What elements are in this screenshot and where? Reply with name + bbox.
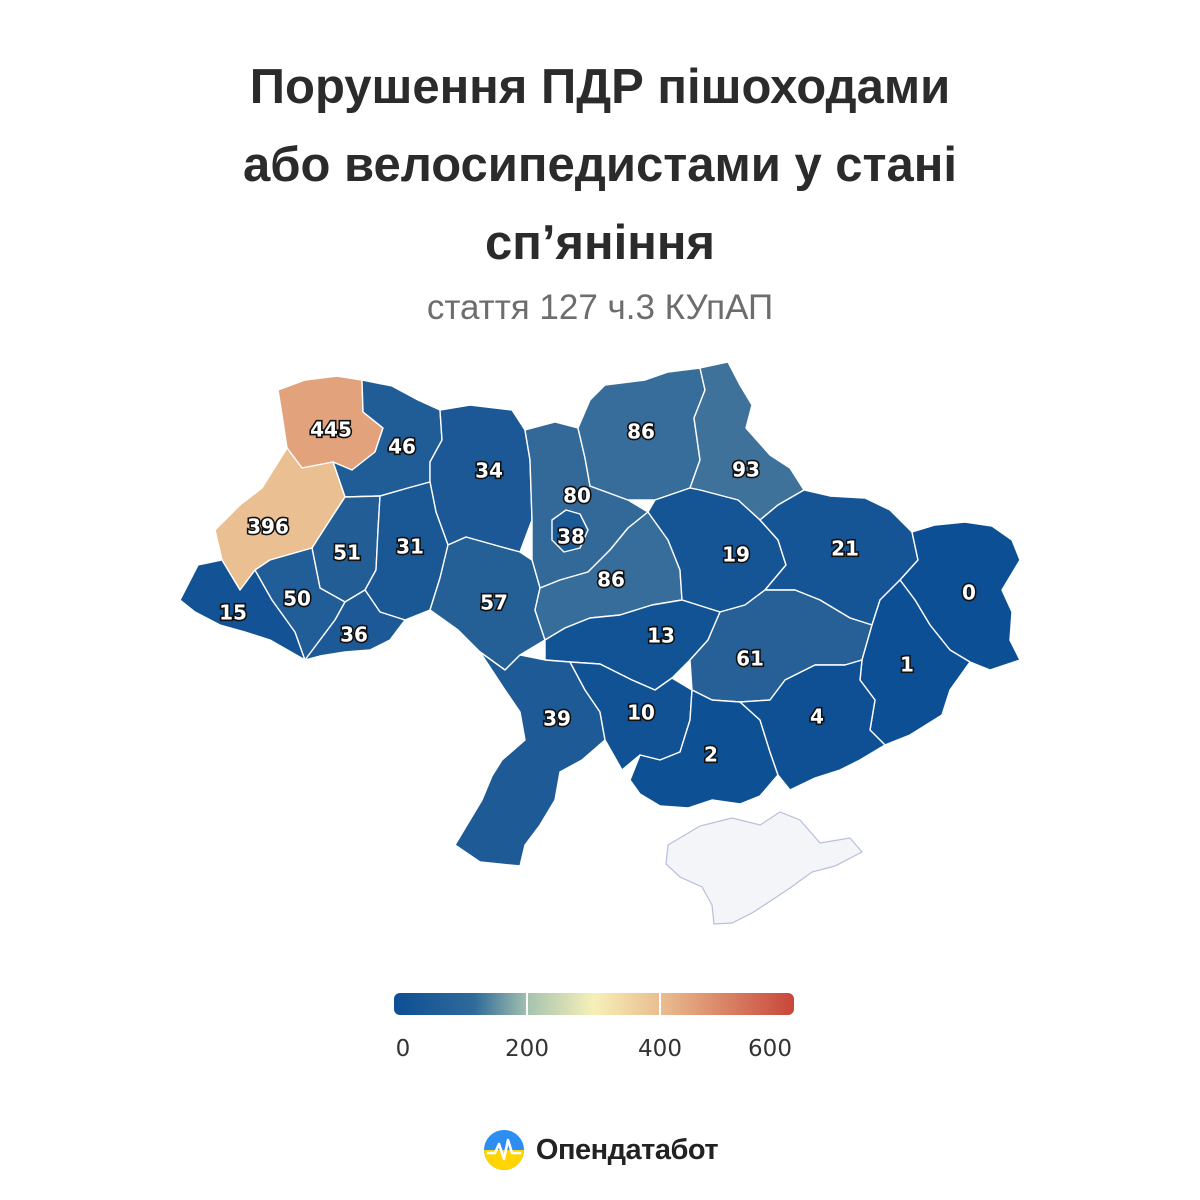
region-value-label: 46	[388, 435, 416, 459]
region-value-label: 34	[475, 459, 503, 483]
chart-title: Порушення ПДР пішоходами або велосипедис…	[100, 48, 1100, 282]
legend-tick-400: 400	[638, 1036, 682, 1062]
brand-name: Опендатабот	[535, 1133, 719, 1166]
region-value-label: 396	[247, 515, 289, 539]
title-line-3: сп’яніння	[484, 216, 716, 270]
region-value-label: 57	[480, 591, 508, 615]
region-value-label: 38	[557, 525, 585, 549]
region-value-label: 93	[732, 458, 760, 482]
brand-footer: Опендатабот	[0, 1128, 1200, 1172]
region-value-label: 10	[627, 701, 655, 725]
region-value-label: 445	[310, 418, 352, 442]
region-chernivetska[interactable]	[304, 589, 406, 661]
region-kyiv-city[interactable]	[551, 509, 589, 553]
legend-tick-0: 0	[396, 1036, 411, 1062]
region-value-label: 36	[340, 623, 368, 647]
region-value-label: 39	[543, 707, 571, 731]
title-line-2: або велосипедистами у стані	[242, 138, 958, 192]
region-odeska[interactable]	[454, 651, 606, 867]
legend-tick-600: 600	[748, 1036, 792, 1062]
region-value-label: 50	[283, 587, 311, 611]
region-value-label: 51	[333, 541, 361, 565]
region-value-label: 13	[647, 624, 675, 648]
region-zaporizka[interactable]	[739, 659, 886, 791]
region-value-label: 61	[736, 647, 764, 671]
region-value-label: 86	[627, 420, 655, 444]
legend-tick-200: 200	[505, 1036, 549, 1062]
region-value-label: 15	[219, 601, 247, 625]
region-value-label: 80	[563, 484, 591, 508]
region-value-label: 1	[900, 653, 914, 677]
region-value-label: 4	[810, 705, 824, 729]
region-crimea[interactable]	[665, 811, 863, 925]
region-value-label: 21	[831, 537, 859, 561]
opendatabot-logo-icon	[483, 1130, 524, 1170]
title-line-1: Порушення ПДР пішоходами	[249, 60, 951, 114]
region-value-label: 2	[704, 743, 718, 767]
region-value-label: 31	[396, 535, 424, 559]
region-value-label: 19	[722, 543, 750, 567]
chart-subtitle: стаття 127 ч.3 КУпАП	[426, 288, 774, 327]
color-scale-legend: 0 200 400 600	[394, 993, 794, 1062]
region-value-label: 0	[962, 581, 976, 605]
region-value-label: 86	[597, 568, 625, 592]
color-scale-bar	[394, 993, 794, 1015]
